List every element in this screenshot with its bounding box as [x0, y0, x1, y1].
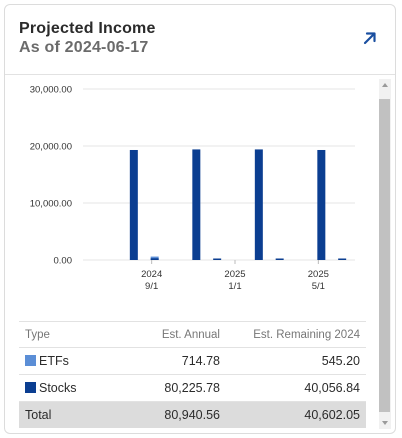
card-subtitle: As of 2024-06-17 [19, 39, 149, 56]
scroll-up-arrow-icon[interactable] [379, 79, 391, 91]
bar-stocks [192, 149, 201, 260]
card-header: Projected Income As of 2024-06-17 [5, 5, 395, 75]
column-header-annual: Est. Annual [161, 329, 220, 341]
income-table: Type Est. Annual Est. Remaining 2024 ETF… [19, 321, 366, 428]
bar-stocks [129, 149, 138, 260]
stocks-legend-swatch [25, 382, 36, 393]
scroll-down-arrow-icon[interactable] [379, 417, 391, 429]
bar-stocks [150, 258, 159, 260]
scrollbar-thumb[interactable] [379, 99, 390, 412]
bar-stocks [213, 258, 222, 260]
bar-stocks [317, 149, 326, 260]
x-tick-label-date: 1/1 [228, 281, 241, 292]
column-header-type: Type [25, 329, 50, 341]
etfs-legend-swatch [25, 355, 36, 366]
table-row: Stocks 80,225.78 40,056.84 [19, 375, 366, 402]
x-tick-label-date: 5/1 [312, 281, 325, 292]
y-tick-label: 10,000.00 [30, 199, 72, 210]
card-body: 30,000.00 20,000.00 10,000.00 0.00 2024 9/1 20… [5, 75, 395, 433]
table-total-row: Total 80,940.56 40,602.05 [19, 402, 366, 428]
x-tick-label-date: 9/1 [145, 281, 158, 292]
bar-stocks [275, 258, 284, 260]
bar-stocks [338, 258, 347, 260]
total-remaining: 40,602.05 [304, 408, 360, 422]
y-tick-label: 30,000.00 [30, 85, 72, 96]
x-tick-label-year: 2025 [224, 269, 245, 280]
projected-income-card: Projected Income As of 2024-06-17 30,000… [4, 4, 396, 434]
bar-stocks [254, 149, 263, 260]
total-label: Total [25, 408, 52, 422]
y-tick-label: 0.00 [54, 256, 73, 267]
x-tick-label-year: 2024 [141, 269, 162, 280]
row-type: ETFs [39, 354, 69, 368]
card-title: Projected Income [19, 20, 156, 37]
row-annual: 714.78 [181, 354, 220, 368]
row-remaining: 40,056.84 [304, 381, 360, 395]
table-row: ETFs 714.78 545.20 [19, 348, 366, 375]
table-header: Type Est. Annual Est. Remaining 2024 [19, 321, 366, 348]
y-tick-label: 20,000.00 [30, 142, 72, 153]
total-annual: 80,940.56 [164, 408, 220, 422]
row-type: Stocks [39, 381, 77, 395]
arrow-up-right-icon[interactable] [361, 29, 379, 47]
column-header-remaining: Est. Remaining 2024 [253, 329, 360, 341]
row-remaining: 545.20 [321, 354, 360, 368]
x-tick-label-year: 2025 [308, 269, 329, 280]
row-annual: 80,225.78 [164, 381, 220, 395]
